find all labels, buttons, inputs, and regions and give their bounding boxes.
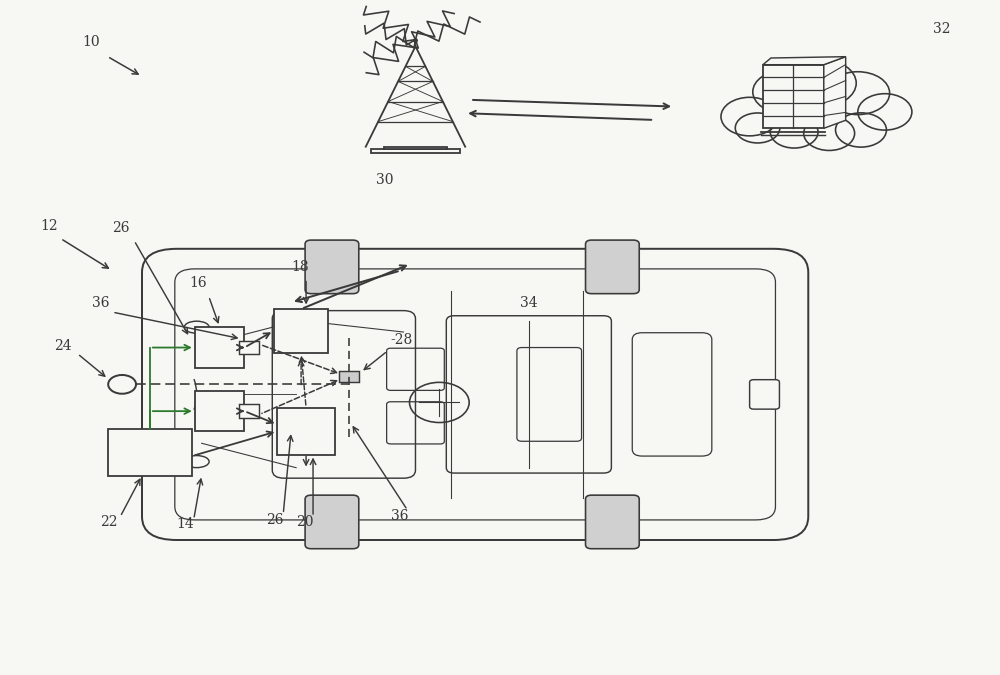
Circle shape (770, 116, 818, 148)
FancyBboxPatch shape (142, 249, 808, 540)
Ellipse shape (184, 321, 209, 333)
Text: 26: 26 (266, 512, 284, 527)
Text: 36: 36 (92, 296, 110, 310)
Text: 20: 20 (296, 515, 314, 529)
Bar (239, 341, 259, 354)
Text: 24: 24 (54, 339, 72, 352)
Text: 36: 36 (391, 508, 408, 522)
Text: 32: 32 (933, 22, 950, 36)
Bar (195, 391, 244, 431)
FancyBboxPatch shape (586, 240, 639, 294)
Text: 10: 10 (82, 35, 100, 49)
Text: -28: -28 (391, 333, 413, 347)
Circle shape (108, 375, 136, 394)
Bar (371, 149, 460, 153)
Text: 26: 26 (112, 221, 130, 235)
Bar (108, 429, 192, 476)
Polygon shape (824, 57, 846, 128)
FancyBboxPatch shape (750, 379, 779, 409)
Circle shape (735, 113, 780, 143)
Text: 22: 22 (100, 515, 118, 529)
Circle shape (804, 116, 855, 151)
Bar (339, 371, 359, 381)
Circle shape (721, 97, 778, 136)
Bar (274, 309, 328, 352)
Text: 16: 16 (190, 276, 207, 290)
Text: 30: 30 (376, 173, 393, 186)
Ellipse shape (184, 456, 209, 468)
Bar (384, 146, 447, 149)
Bar (763, 65, 824, 128)
FancyBboxPatch shape (586, 495, 639, 549)
Text: 18: 18 (291, 260, 309, 273)
Bar (277, 408, 335, 455)
Text: 34: 34 (520, 296, 538, 310)
Text: 14: 14 (177, 517, 195, 531)
FancyBboxPatch shape (305, 240, 359, 294)
Bar (239, 404, 259, 418)
Polygon shape (763, 57, 846, 65)
Circle shape (826, 72, 890, 115)
Circle shape (753, 70, 816, 113)
FancyBboxPatch shape (305, 495, 359, 549)
Circle shape (836, 113, 886, 147)
Circle shape (786, 59, 856, 107)
Bar (195, 327, 244, 368)
Circle shape (858, 94, 912, 130)
Text: 12: 12 (41, 219, 58, 234)
